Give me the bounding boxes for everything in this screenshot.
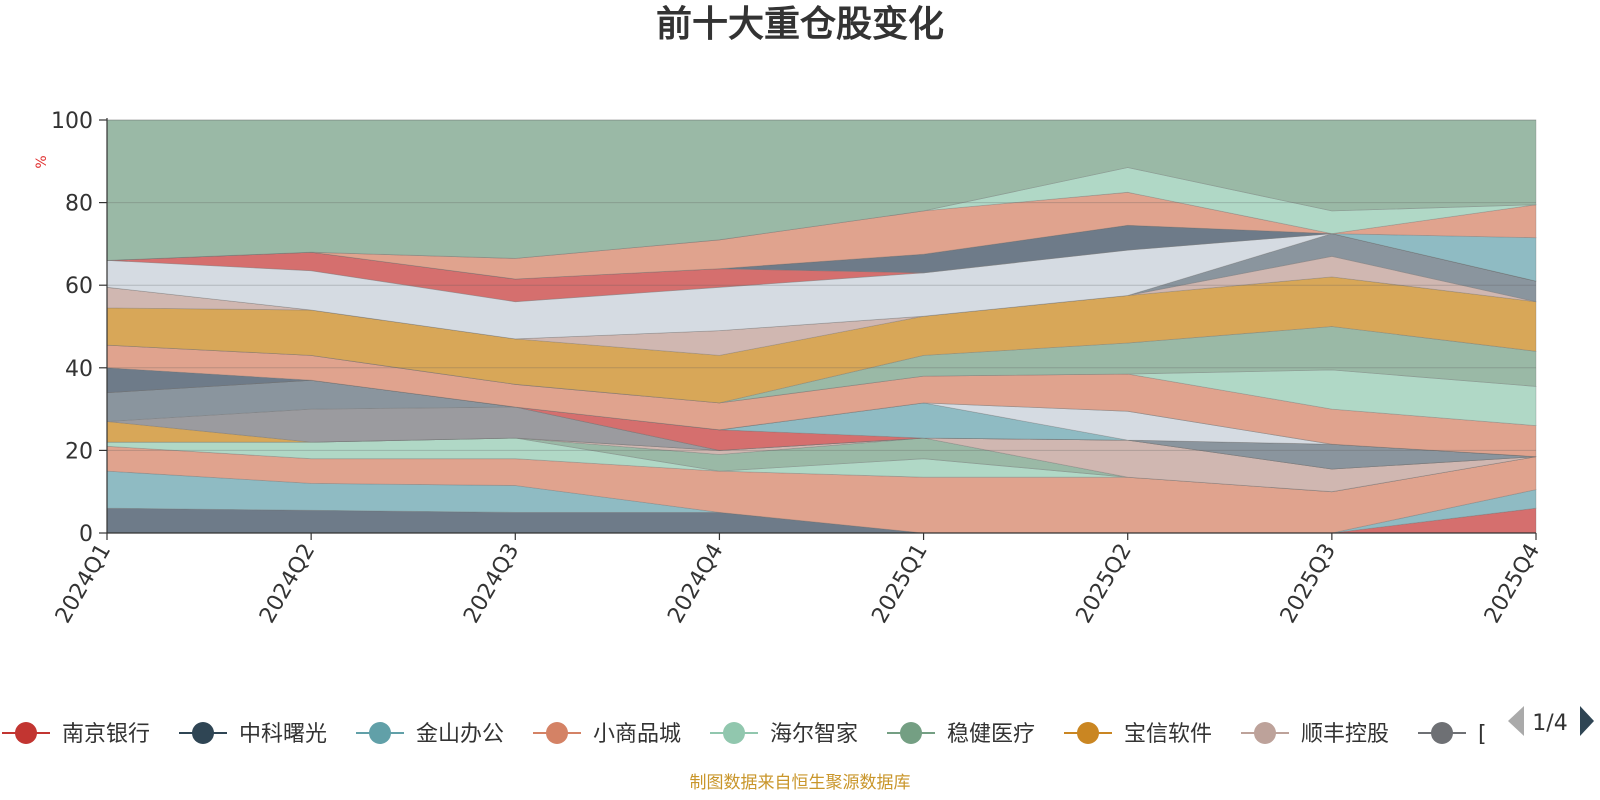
legend-item[interactable]: 南京银行 — [2, 722, 150, 747]
legend-label: 稳健医疗 — [947, 722, 1035, 747]
x-tick-label: 2025Q2 — [1072, 540, 1137, 628]
x-tick-label: 2024Q4 — [663, 540, 728, 628]
area-band — [106, 344, 1537, 427]
legend-marker-icon — [546, 722, 568, 744]
area-band — [106, 276, 1537, 404]
legend-label: 南京银行 — [62, 722, 150, 747]
x-tick-label: 2024Q3 — [459, 540, 524, 628]
area-band — [106, 445, 1537, 534]
legend-item[interactable]: 中科曙光 — [179, 722, 327, 747]
legend-page-indicator: 1/4 — [1532, 711, 1567, 736]
y-axis-label: % — [34, 155, 50, 168]
x-tick-label: 2024Q2 — [255, 540, 320, 628]
area-band — [106, 119, 1537, 261]
legend-marker-icon — [900, 722, 922, 744]
legend-item[interactable]: 海尔智家 — [710, 722, 858, 747]
y-tick-label: 60 — [65, 274, 93, 299]
chart-title: 前十大重仓股变化 — [656, 3, 944, 45]
legend-label: 宝信软件 — [1124, 722, 1212, 747]
legend-marker-icon — [1077, 722, 1099, 744]
legend[interactable]: 南京银行 中科曙光 金山办公 小商品城 海尔智家 稳健医疗 宝信软件 顺丰控股 [ — [2, 722, 1487, 747]
legend-marker-icon — [723, 722, 745, 744]
legend-marker-icon — [1431, 722, 1453, 744]
legend-label: 小商品城 — [593, 722, 681, 747]
x-tick-label: 2025Q3 — [1276, 540, 1341, 628]
x-tick-label: 2025Q1 — [867, 540, 932, 628]
legend-label: 中科曙光 — [239, 722, 327, 747]
x-tick-label: 2024Q1 — [51, 540, 116, 628]
legend-marker-icon — [192, 722, 214, 744]
x-tick-label: 2025Q4 — [1480, 540, 1545, 628]
legend-item[interactable]: 金山办公 — [356, 722, 504, 747]
area-band — [106, 344, 1537, 458]
area-band — [106, 326, 1537, 404]
legend-item[interactable]: 顺丰控股 — [1241, 722, 1389, 747]
legend-marker-icon — [15, 722, 37, 744]
legend-label: 顺丰控股 — [1301, 722, 1389, 747]
y-tick-label: 100 — [51, 109, 93, 134]
legend-marker-icon — [369, 722, 391, 744]
y-tick-label: 80 — [65, 192, 93, 217]
legend-label: [ — [1478, 722, 1487, 747]
area-band — [106, 191, 1537, 280]
legend-marker-icon — [1254, 722, 1276, 744]
grid-lines — [107, 119, 1536, 451]
legend-item[interactable]: [ — [1418, 722, 1487, 747]
area-bands — [106, 119, 1537, 534]
legend-next-icon[interactable] — [1580, 706, 1594, 736]
legend-item[interactable]: 小商品城 — [533, 722, 681, 747]
legend-label: 海尔智家 — [770, 722, 858, 747]
legend-item[interactable]: 稳健医疗 — [887, 722, 1035, 747]
source-footer: 制图数据来自恒生聚源数据库 — [690, 773, 911, 793]
y-tick-label: 0 — [79, 522, 93, 547]
area-band — [106, 379, 1537, 470]
legend-item[interactable]: 宝信软件 — [1064, 722, 1212, 747]
legend-label: 金山办公 — [416, 722, 504, 747]
legend-pager[interactable]: 1/4 — [1508, 706, 1594, 736]
y-tick-label: 40 — [65, 357, 93, 382]
legend-prev-icon[interactable] — [1508, 706, 1524, 736]
y-tick-label: 20 — [65, 439, 93, 464]
